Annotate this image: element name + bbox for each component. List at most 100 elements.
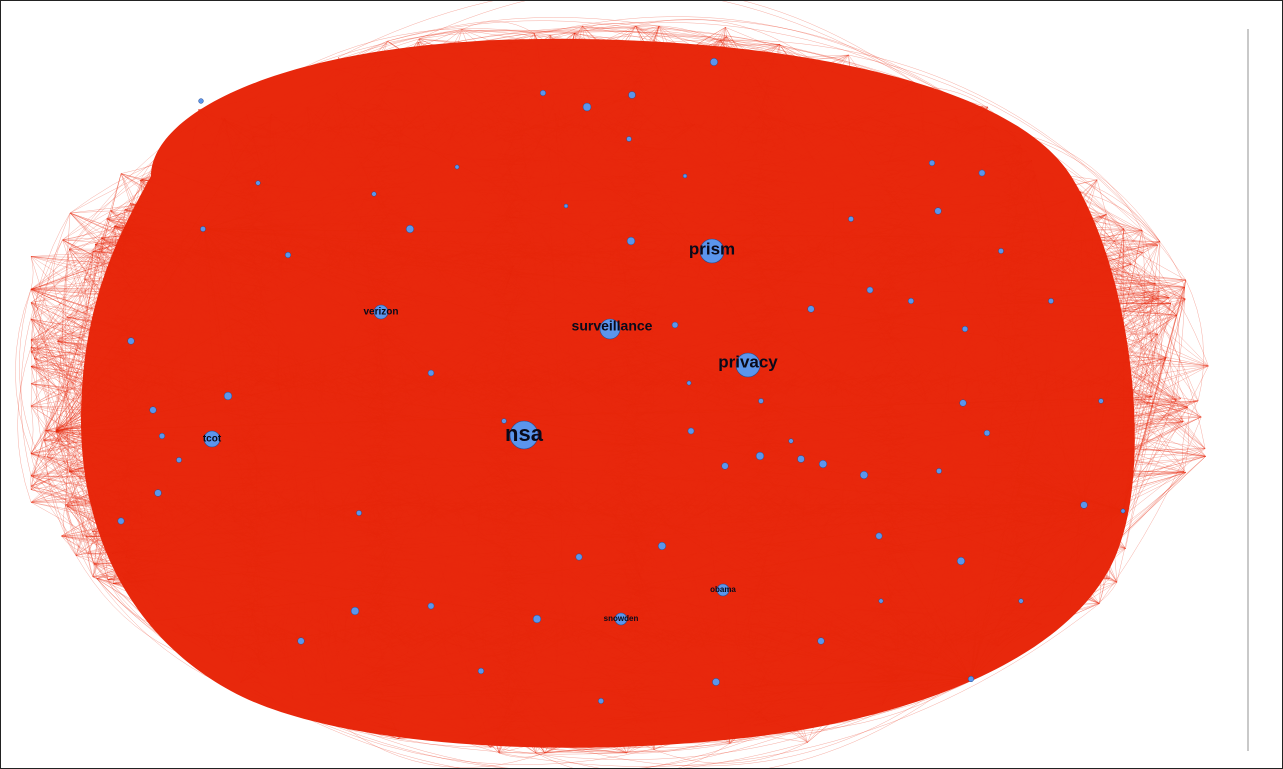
hub-edge xyxy=(203,200,1066,230)
graph-edge xyxy=(69,212,200,636)
graph-edge xyxy=(555,113,987,146)
graph-edge xyxy=(94,125,986,565)
graph-edge xyxy=(812,60,1155,300)
hub-edge xyxy=(1079,510,1124,585)
graph-edge xyxy=(1000,141,1085,226)
node-prism[interactable]: prism xyxy=(689,238,735,264)
graph-edge xyxy=(776,141,1001,431)
hub-edge xyxy=(203,228,918,686)
graph-edge xyxy=(66,494,927,691)
hub-edge xyxy=(121,173,205,230)
hub-edge xyxy=(55,95,336,432)
graph-edge xyxy=(741,205,847,223)
graph-edge xyxy=(75,69,336,556)
graph-edge xyxy=(47,114,759,457)
graph-node xyxy=(928,159,936,167)
graph-edge xyxy=(985,125,1027,152)
graph-edge xyxy=(123,209,232,662)
graph-edge xyxy=(326,395,1018,684)
graph-edge xyxy=(340,60,814,346)
hub-edge xyxy=(897,510,1124,686)
graph-node xyxy=(427,369,435,377)
hub-edge xyxy=(55,398,1181,432)
node-snowden[interactable]: snowden xyxy=(604,612,639,626)
graph-edge xyxy=(364,294,1169,696)
graph-edge xyxy=(65,504,87,538)
graph-node xyxy=(127,337,135,345)
graph-edge xyxy=(172,287,1185,632)
graph-edge xyxy=(742,465,1100,604)
graph-edge xyxy=(278,344,558,724)
graph-edge xyxy=(262,213,635,595)
graph-edge xyxy=(30,339,500,754)
graph-edge xyxy=(70,212,1161,317)
hub-edge xyxy=(55,35,551,432)
graph-edge xyxy=(741,666,978,727)
graph-edge xyxy=(106,218,664,341)
graph-edge xyxy=(30,215,1156,290)
node-surveillance[interactable]: surveillance xyxy=(572,318,653,340)
graph-edge xyxy=(30,502,322,709)
hub-edge xyxy=(970,400,1177,680)
vertical-scrollbar[interactable] xyxy=(1247,29,1249,751)
hub-edge xyxy=(914,82,1085,506)
node-privacy[interactable]: privacy xyxy=(718,352,778,378)
graph-edge xyxy=(30,47,460,476)
graph-edge xyxy=(95,244,702,550)
hub-edge xyxy=(30,366,1085,506)
hub-edge xyxy=(1059,504,1085,605)
graph-edge xyxy=(496,32,575,346)
hub-edge xyxy=(203,228,727,724)
graph-edge xyxy=(741,220,1060,605)
graph-edge xyxy=(707,199,1011,629)
graph-edge xyxy=(180,109,276,674)
graph-edge xyxy=(550,35,952,351)
graph-edge xyxy=(221,57,385,119)
graph-edge xyxy=(198,109,824,709)
hub-edge xyxy=(203,228,310,695)
node-tcot[interactable]: tcot xyxy=(203,430,222,448)
graph-edge xyxy=(93,251,326,371)
graph-edge xyxy=(335,69,671,166)
graph-edge xyxy=(701,647,738,730)
graph-edge xyxy=(396,529,1078,598)
graph-edge xyxy=(670,165,951,239)
hub-edge xyxy=(203,228,545,754)
graph-edge xyxy=(312,451,536,754)
graph-edge xyxy=(160,416,556,488)
node-obama[interactable]: obama xyxy=(710,583,736,597)
graph-edge xyxy=(213,511,400,636)
graph-edge xyxy=(468,290,1160,739)
hub-edge xyxy=(970,357,1167,680)
graph-edge xyxy=(758,116,832,291)
graph-edge xyxy=(112,86,922,554)
graph-edge xyxy=(151,586,667,738)
node-nsa[interactable]: nsa xyxy=(505,420,544,450)
graph-edge xyxy=(694,124,1186,300)
hub-edge xyxy=(1122,291,1160,512)
graph-node xyxy=(154,489,162,497)
graph-edge xyxy=(219,248,675,491)
graph-edge xyxy=(106,218,691,345)
graph-edge xyxy=(628,602,826,652)
hub-edge xyxy=(55,179,1098,432)
graph-edge xyxy=(626,549,840,754)
node-verizon[interactable]: verizon xyxy=(363,304,399,320)
graph-node xyxy=(117,517,125,525)
hub-edge xyxy=(970,291,1160,680)
graph-edge xyxy=(69,248,1118,583)
graph-edge xyxy=(30,374,883,420)
graph-edge xyxy=(30,288,1120,498)
graph-edge xyxy=(172,630,883,721)
graph-edge xyxy=(468,237,924,633)
graph-edge xyxy=(459,426,684,473)
graph-edge xyxy=(516,345,726,592)
graph-edge xyxy=(30,383,126,558)
graph-edge xyxy=(811,524,1103,559)
graph-edge xyxy=(534,210,777,311)
hub-edge xyxy=(720,59,1085,506)
graph-edge xyxy=(183,179,1056,636)
graph-edge xyxy=(1009,315,1177,628)
graph-edge xyxy=(61,535,1126,696)
graph-edge xyxy=(432,124,695,435)
